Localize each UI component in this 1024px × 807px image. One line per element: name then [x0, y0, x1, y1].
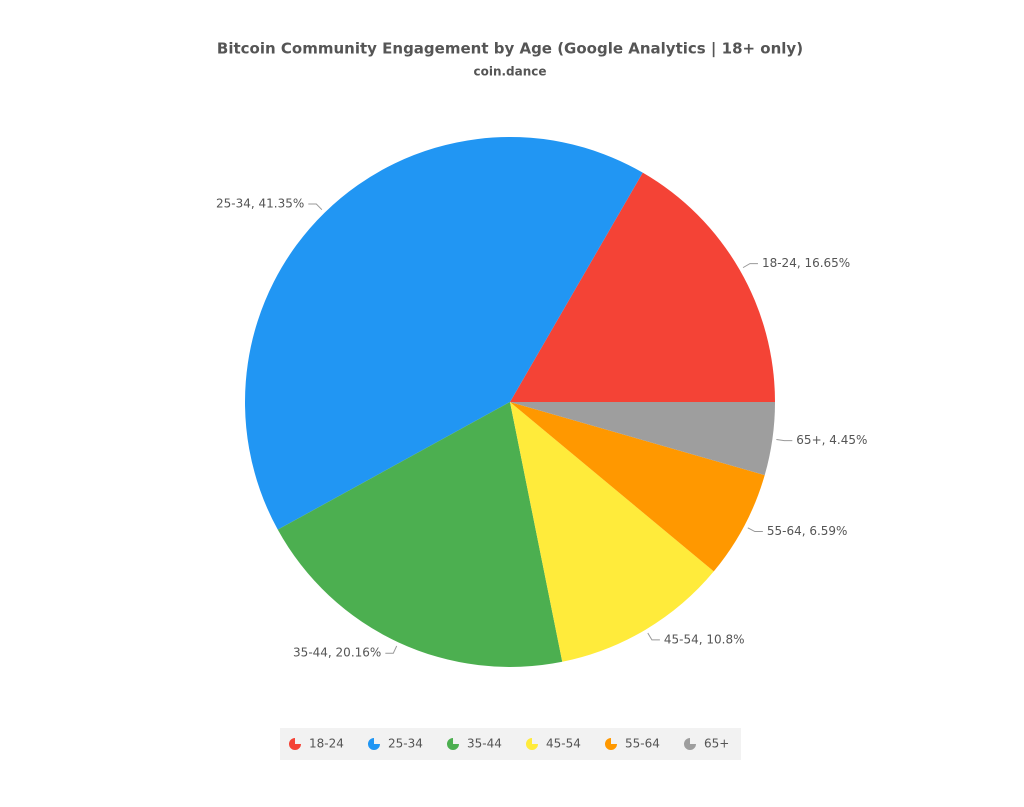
data-label: 25-34, 41.35% — [216, 196, 304, 210]
label-leader — [385, 645, 398, 654]
data-label: 18-24, 16.65% — [762, 256, 850, 270]
legend-label: 55-64 — [625, 737, 660, 751]
chart-title: Bitcoin Community Engagement by Age (Goo… — [217, 40, 803, 59]
legend-icon — [368, 738, 380, 750]
legend-box — [280, 728, 741, 760]
legend-icon — [447, 738, 459, 750]
label-leader — [647, 632, 660, 641]
legend-label: 25-34 — [388, 737, 423, 751]
label-leader — [742, 263, 758, 269]
legend-label: 45-54 — [546, 737, 581, 751]
data-label: 45-54, 10.8% — [664, 632, 745, 646]
legend-label: 65+ — [704, 737, 729, 751]
pie-slice — [510, 402, 765, 572]
legend-icon — [526, 738, 538, 750]
legend-icon — [605, 738, 617, 750]
pie-slice — [510, 172, 775, 402]
legend-label: 18-24 — [309, 737, 344, 751]
label-leader — [776, 438, 793, 442]
legend-icon — [289, 738, 301, 750]
pie-slice — [510, 402, 714, 662]
chart-subtitle: coin.dance — [473, 65, 546, 79]
data-label: 65+, 4.45% — [796, 433, 867, 447]
data-label: 55-64, 6.59% — [767, 524, 848, 538]
legend-label: 35-44 — [467, 737, 502, 751]
pie-slice — [244, 137, 643, 530]
label-leader — [308, 203, 323, 211]
legend-icon — [684, 738, 696, 750]
pie-slice — [277, 402, 563, 667]
pie-slice — [510, 402, 775, 476]
label-leader — [747, 527, 763, 533]
data-label: 35-44, 20.16% — [293, 646, 381, 660]
